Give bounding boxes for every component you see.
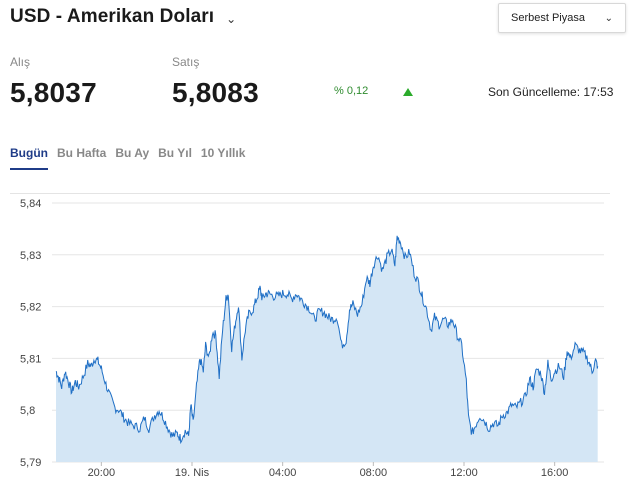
y-tick-label: 5,81 <box>20 353 41 365</box>
tab-this-week[interactable]: Bu Hafta <box>57 146 107 160</box>
chart-divider <box>10 193 610 194</box>
currency-title-dropdown[interactable]: USD - Amerikan Doları ⌄ <box>10 6 236 28</box>
tab-ten-years[interactable]: 10 Yıllık <box>200 146 246 160</box>
tab-today[interactable]: Bugün <box>10 146 48 170</box>
x-tick-label: 08:00 <box>360 467 388 479</box>
y-tick-label: 5,79 <box>20 457 41 469</box>
market-type-select[interactable]: Serbest Piyasa ⌄ <box>498 3 626 33</box>
change-percent: % 0,12 <box>334 85 369 97</box>
x-tick-label: 20:00 <box>88 467 116 479</box>
x-tick-label: 12:00 <box>450 467 478 479</box>
y-tick-label: 5,8 <box>20 405 35 417</box>
period-tabs: Bugün Bu Hafta Bu Ay Bu Yıl 10 Yıllık <box>10 146 254 170</box>
page-title: USD - Amerikan Doları <box>10 6 215 27</box>
tab-this-month[interactable]: Bu Ay <box>115 146 150 160</box>
x-axis-labels: 20:00 19. Nis 04:00 08:00 12:00 16:00 <box>88 462 569 479</box>
y-tick-label: 5,84 <box>20 198 41 210</box>
chevron-down-icon[interactable]: ⌄ <box>226 12 237 26</box>
tab-this-year[interactable]: Bu Yıl <box>158 146 192 160</box>
y-axis-labels: 5,84 5,83 5,82 5,81 5,8 5,79 <box>20 198 41 469</box>
price-line <box>55 235 599 445</box>
x-tick-label: 16:00 <box>541 467 569 479</box>
chevron-down-icon: ⌄ <box>604 12 613 24</box>
last-updated: Son Güncelleme: 17:53 <box>488 85 614 99</box>
y-tick-label: 5,83 <box>20 250 41 262</box>
price-area-fill <box>56 235 598 462</box>
up-arrow-icon <box>403 88 413 96</box>
buy-label: Alış <box>10 55 31 69</box>
buy-value: 5,8037 <box>10 77 97 108</box>
x-tick-label: 19. Nis <box>175 467 210 479</box>
sell-label: Satış <box>172 55 200 69</box>
market-type-selected: Serbest Piyasa <box>511 12 585 24</box>
x-tick-label: 04:00 <box>269 467 297 479</box>
sell-value: 5,8083 <box>172 77 259 108</box>
y-tick-label: 5,82 <box>20 302 41 314</box>
